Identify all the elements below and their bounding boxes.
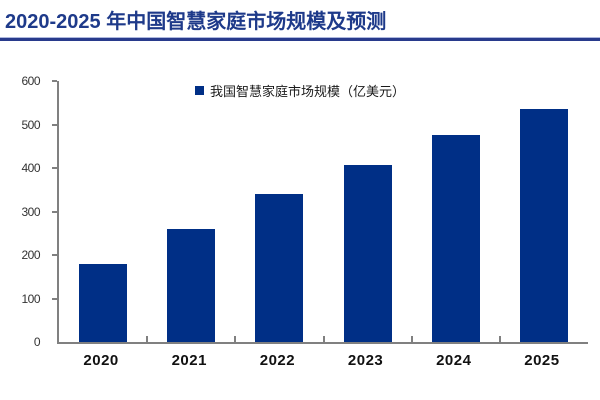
bar-2021 (167, 228, 216, 342)
y-axis-labels: 0 100 200 300 400 500 600 (0, 74, 48, 349)
y-tick-label: 0 (33, 335, 41, 349)
plot-area (52, 80, 588, 344)
x-axis-labels: 2020 2021 2022 2023 2024 2025 (57, 352, 586, 369)
bar-slot (59, 81, 147, 342)
bar-slot (500, 81, 588, 342)
x-tick-label: 2024 (436, 352, 472, 369)
x-axis-tick (146, 336, 149, 342)
y-tick-label: 100 (21, 291, 40, 306)
bar-2024 (431, 134, 480, 342)
y-tick-label: 500 (21, 117, 40, 132)
x-axis-tick (234, 336, 237, 342)
x-tick-label: 2022 (259, 352, 296, 369)
bar-2022 (255, 194, 304, 342)
bar-slot (147, 81, 235, 342)
x-axis-tick (498, 336, 501, 342)
y-axis-tick (52, 210, 57, 213)
x-tick-label: 2021 (171, 352, 207, 369)
bar-slot (235, 81, 323, 342)
x-tick-label: 2023 (347, 352, 384, 369)
title-underline (0, 37, 600, 41)
bar-2025 (519, 108, 568, 342)
y-axis-tick (52, 297, 57, 300)
x-axis-tick (410, 336, 413, 342)
x-tick-label: 2020 (83, 352, 119, 369)
page-title: 2020-2025 年中国智慧家庭市场规模及预测 (5, 11, 387, 33)
legend-square-icon (194, 86, 204, 95)
y-tick-label: 200 (21, 248, 40, 262)
bar-2020 (79, 263, 128, 342)
x-axis-tick (322, 336, 325, 342)
bar-2023 (343, 164, 392, 342)
legend-label: 我国智慧家庭市场规模（亿美元） (209, 84, 405, 99)
y-axis-tick (52, 80, 57, 82)
bar-slot (324, 81, 412, 342)
legend: 我国智慧家庭市场规模（亿美元） (0, 81, 600, 100)
bar-slot (412, 81, 500, 342)
x-tick-label: 2025 (524, 352, 560, 369)
y-axis-tick (52, 254, 57, 256)
y-axis-tick (52, 123, 57, 126)
y-tick-label: 600 (21, 74, 40, 88)
y-tick-label: 400 (21, 161, 40, 175)
y-axis-tick (52, 167, 57, 169)
y-tick-label: 300 (21, 204, 40, 219)
bars-row (59, 81, 588, 342)
